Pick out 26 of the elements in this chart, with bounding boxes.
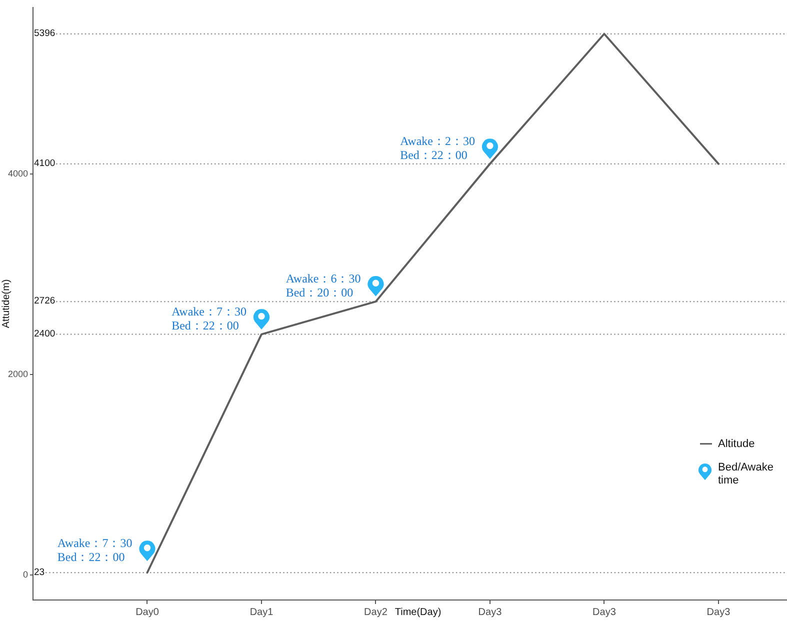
- legend-label: Bed/Awake time: [718, 461, 774, 486]
- legend-label: Altitude: [718, 438, 755, 450]
- annotation: Awake：7：30 Bed：22：00: [172, 304, 246, 332]
- x-axis-title: Time(Day): [394, 606, 442, 618]
- y-tick-label: 4000: [8, 168, 28, 178]
- x-tick-label: Day2: [364, 606, 388, 618]
- point: [482, 138, 498, 159]
- x-tick-label: Day3: [706, 606, 731, 618]
- y-tick-label: 0: [22, 569, 28, 580]
- annotation: Awake：2：30 Bed：22：00: [400, 134, 475, 162]
- ref-line-label: 2726: [34, 296, 56, 307]
- annotation: Awake：7：30 Bed：22：00: [57, 536, 132, 564]
- x-tick-label: Day1: [250, 606, 274, 618]
- ref-line-label: 2400: [34, 328, 56, 340]
- point: [368, 276, 384, 296]
- y-axis-title: Attutide(m): [0, 279, 12, 328]
- x-tick-label: Day0: [136, 606, 160, 618]
- point: [253, 309, 270, 330]
- ref-line-label: 23: [34, 566, 45, 578]
- y-tick-label: 2000: [8, 368, 28, 379]
- point: [139, 540, 156, 562]
- annotation: Awake：6：30 Bed：20：00: [286, 271, 361, 300]
- ref-line-label: 4100: [34, 158, 56, 169]
- ref-line-label: 5396: [34, 28, 56, 39]
- x-tick-label: Day3: [592, 606, 616, 618]
- x-tick-label: Day3: [478, 606, 502, 618]
